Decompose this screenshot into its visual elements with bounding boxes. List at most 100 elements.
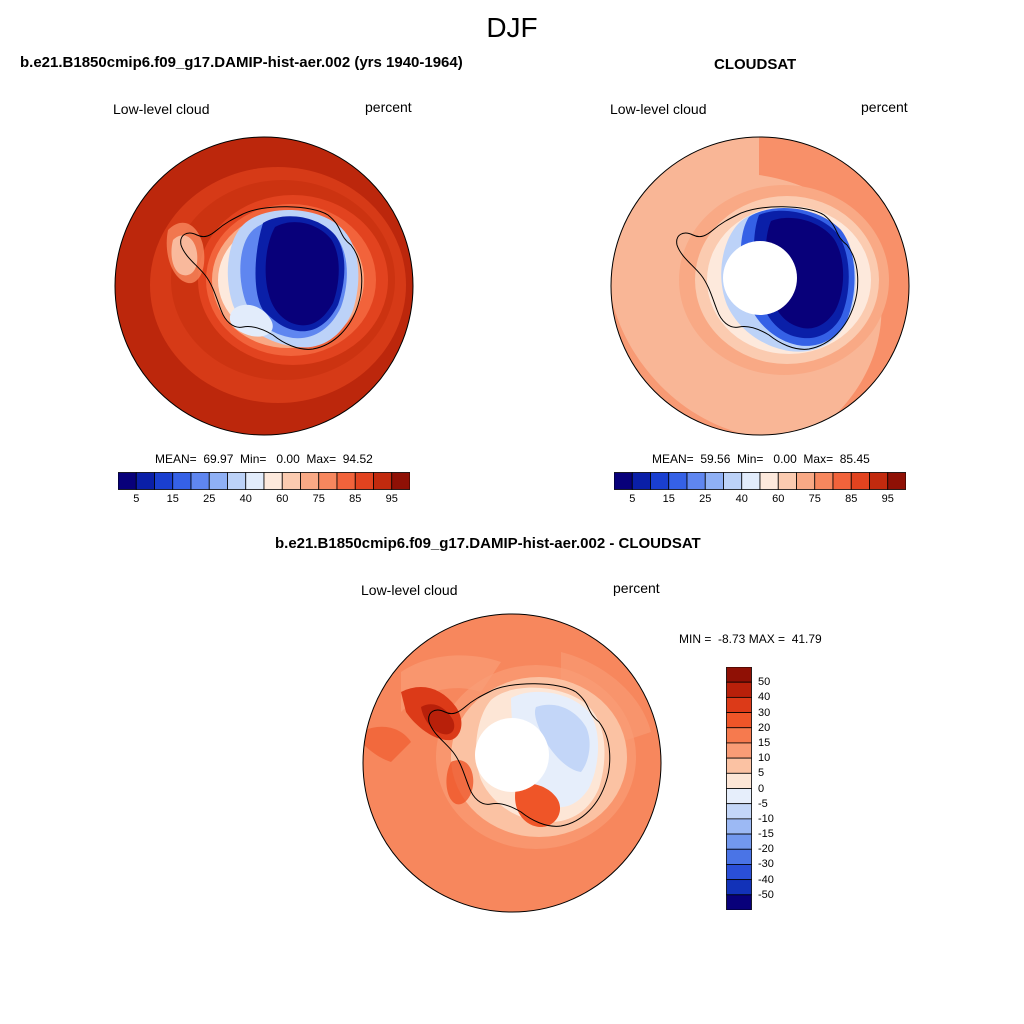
panel3-colorbar-tick-label: -5	[758, 797, 768, 810]
panel1-title: b.e21.B1850cmip6.f09_g17.DAMIP-hist-aer.…	[20, 54, 463, 71]
panel1-colorbar-ticks: 5 15 25 40 60 75 85 95	[118, 493, 410, 507]
panel3-colorbar-box	[726, 712, 752, 729]
panel3-colorbar-box	[726, 681, 752, 698]
panel1-colorbar-box	[154, 472, 174, 490]
panel3-colorbar-tick-label: -30	[758, 858, 774, 871]
panel3-colorbar-box	[726, 833, 752, 850]
panel2-colorbar-ticks: 5 15 25 40 60 75 85 95	[614, 493, 906, 507]
panel3-colorbar-box	[726, 727, 752, 744]
panel1-polar-map	[114, 136, 414, 436]
panel2-colorbar-box	[796, 472, 816, 490]
season-title: DJF	[486, 12, 538, 43]
panel2-colorbar-box	[759, 472, 779, 490]
panel1-colorbar-box	[318, 472, 338, 490]
panel3-title: b.e21.B1850cmip6.f09_g17.DAMIP-hist-aer.…	[275, 535, 701, 552]
panel3-colorbar-tick-label: -20	[758, 843, 774, 856]
panel1-stats: MEAN= 69.97 Min= 0.00 Max= 94.52	[155, 452, 373, 466]
panel2-colorbar-tick-label: 40	[735, 493, 748, 505]
panel3-units-label: percent	[613, 580, 660, 596]
panel2-colorbar-tick-label: 15	[662, 493, 675, 505]
panel2-colorbar-box	[814, 472, 834, 490]
panel1-colorbar-box	[391, 472, 410, 490]
panel3-colorbar-tick-label: 20	[758, 721, 771, 734]
panel1-colorbar-box	[281, 472, 301, 490]
panel3-colorbar-tick-label: -50	[758, 888, 774, 901]
panel2-stats: MEAN= 59.56 Min= 0.00 Max= 85.45	[652, 452, 870, 466]
panel2-colorbar-tick-label: 85	[845, 493, 858, 505]
panel3-variable-label: Low-level cloud	[361, 582, 458, 598]
panel2-polar-map	[610, 136, 910, 436]
panel3-colorbar-ticks: 50 40 30 20 15 10 5 0 -5 -10 -15 -20 -30 -40 -50	[758, 667, 798, 910]
panel1-colorbar-box	[135, 472, 155, 490]
panel1-colorbar-tick-label: 40	[239, 493, 252, 505]
panel2-colorbar-box	[777, 472, 797, 490]
panel1-colorbar-box	[263, 472, 283, 490]
panel2-colorbar-box	[631, 472, 651, 490]
panel3-colorbar-box	[726, 772, 752, 789]
panel3-colorbar-tick-label: 30	[758, 706, 771, 719]
panel2-colorbar-box	[668, 472, 688, 490]
panel2-colorbar	[614, 472, 906, 490]
panel2-colorbar-box	[723, 472, 743, 490]
panel3-colorbar-box	[726, 788, 752, 805]
panel1-colorbar-box	[336, 472, 356, 490]
panel3-colorbar-box	[726, 864, 752, 881]
panel3-colorbar-tick-label: 15	[758, 736, 771, 749]
panel1-colorbar-tick-label: 75	[312, 493, 325, 505]
panel3-colorbar-box	[726, 818, 752, 835]
panel3-colorbar-box	[726, 667, 752, 683]
panel2-variable-label: Low-level cloud	[610, 101, 707, 117]
panel2-colorbar-box	[614, 472, 633, 490]
panel3-polar-map	[362, 613, 662, 913]
panel3-colorbar	[726, 667, 752, 910]
panel1-colorbar-box	[354, 472, 374, 490]
panel3-colorbar-tick-label: -15	[758, 828, 774, 841]
panel3-colorbar-box	[726, 757, 752, 774]
panel3-stats: MIN = -8.73 MAX = 41.79	[679, 632, 822, 646]
panel2-colorbar-box	[869, 472, 889, 490]
panel2-colorbar-tick-label: 5	[629, 493, 636, 505]
panel1-colorbar-box	[373, 472, 393, 490]
panel1-colorbar-tick-label: 95	[385, 493, 398, 505]
panel1-colorbar-box	[227, 472, 247, 490]
panel1-colorbar-tick-label: 5	[133, 493, 140, 505]
panel3-colorbar-box	[726, 803, 752, 820]
panel1-variable-label: Low-level cloud	[113, 101, 210, 117]
panel3-colorbar-tick-label: 50	[758, 676, 771, 689]
panel2-colorbar-box	[741, 472, 761, 490]
panel1-units-label: percent	[365, 99, 412, 115]
panel3-colorbar-box	[726, 696, 752, 713]
panel1-colorbar	[118, 472, 410, 490]
panel3-colorbar-tick-label: 0	[758, 782, 765, 795]
panel3-colorbar-tick-label: -10	[758, 812, 774, 825]
panel2-colorbar-tick-label: 75	[808, 493, 821, 505]
panel3-colorbar-box	[726, 742, 752, 759]
panel1-colorbar-tick-label: 25	[203, 493, 216, 505]
panel2-colorbar-box	[850, 472, 870, 490]
panel2-colorbar-tick-label: 60	[772, 493, 785, 505]
panel1-colorbar-box	[208, 472, 228, 490]
panel1-colorbar-box	[172, 472, 192, 490]
panel3-colorbar-tick-label: 40	[758, 691, 771, 704]
panel2-colorbar-tick-label: 95	[881, 493, 894, 505]
panel1-colorbar-tick-label: 60	[276, 493, 289, 505]
panel1-colorbar-box	[300, 472, 320, 490]
panel1-colorbar-box	[245, 472, 265, 490]
panel2-colorbar-box	[887, 472, 906, 490]
panel3-colorbar-tick-label: -40	[758, 873, 774, 886]
panel3-colorbar-box	[726, 894, 752, 910]
panel1-colorbar-tick-label: 15	[166, 493, 179, 505]
panel3-colorbar-box	[726, 848, 752, 865]
panel2-colorbar-box	[650, 472, 670, 490]
panel2-colorbar-box	[832, 472, 852, 490]
panel1-colorbar-tick-label: 85	[349, 493, 362, 505]
panel3-colorbar-tick-label: 5	[758, 767, 765, 780]
panel1-colorbar-box	[190, 472, 210, 490]
panel1-colorbar-box	[118, 472, 137, 490]
panel3-colorbar-tick-label: 10	[758, 752, 771, 765]
panel2-units-label: percent	[861, 99, 908, 115]
panel2-colorbar-tick-label: 25	[699, 493, 712, 505]
panel2-colorbar-box	[704, 472, 724, 490]
panel3-colorbar-box	[726, 879, 752, 896]
panel2-title: CLOUDSAT	[714, 56, 797, 73]
